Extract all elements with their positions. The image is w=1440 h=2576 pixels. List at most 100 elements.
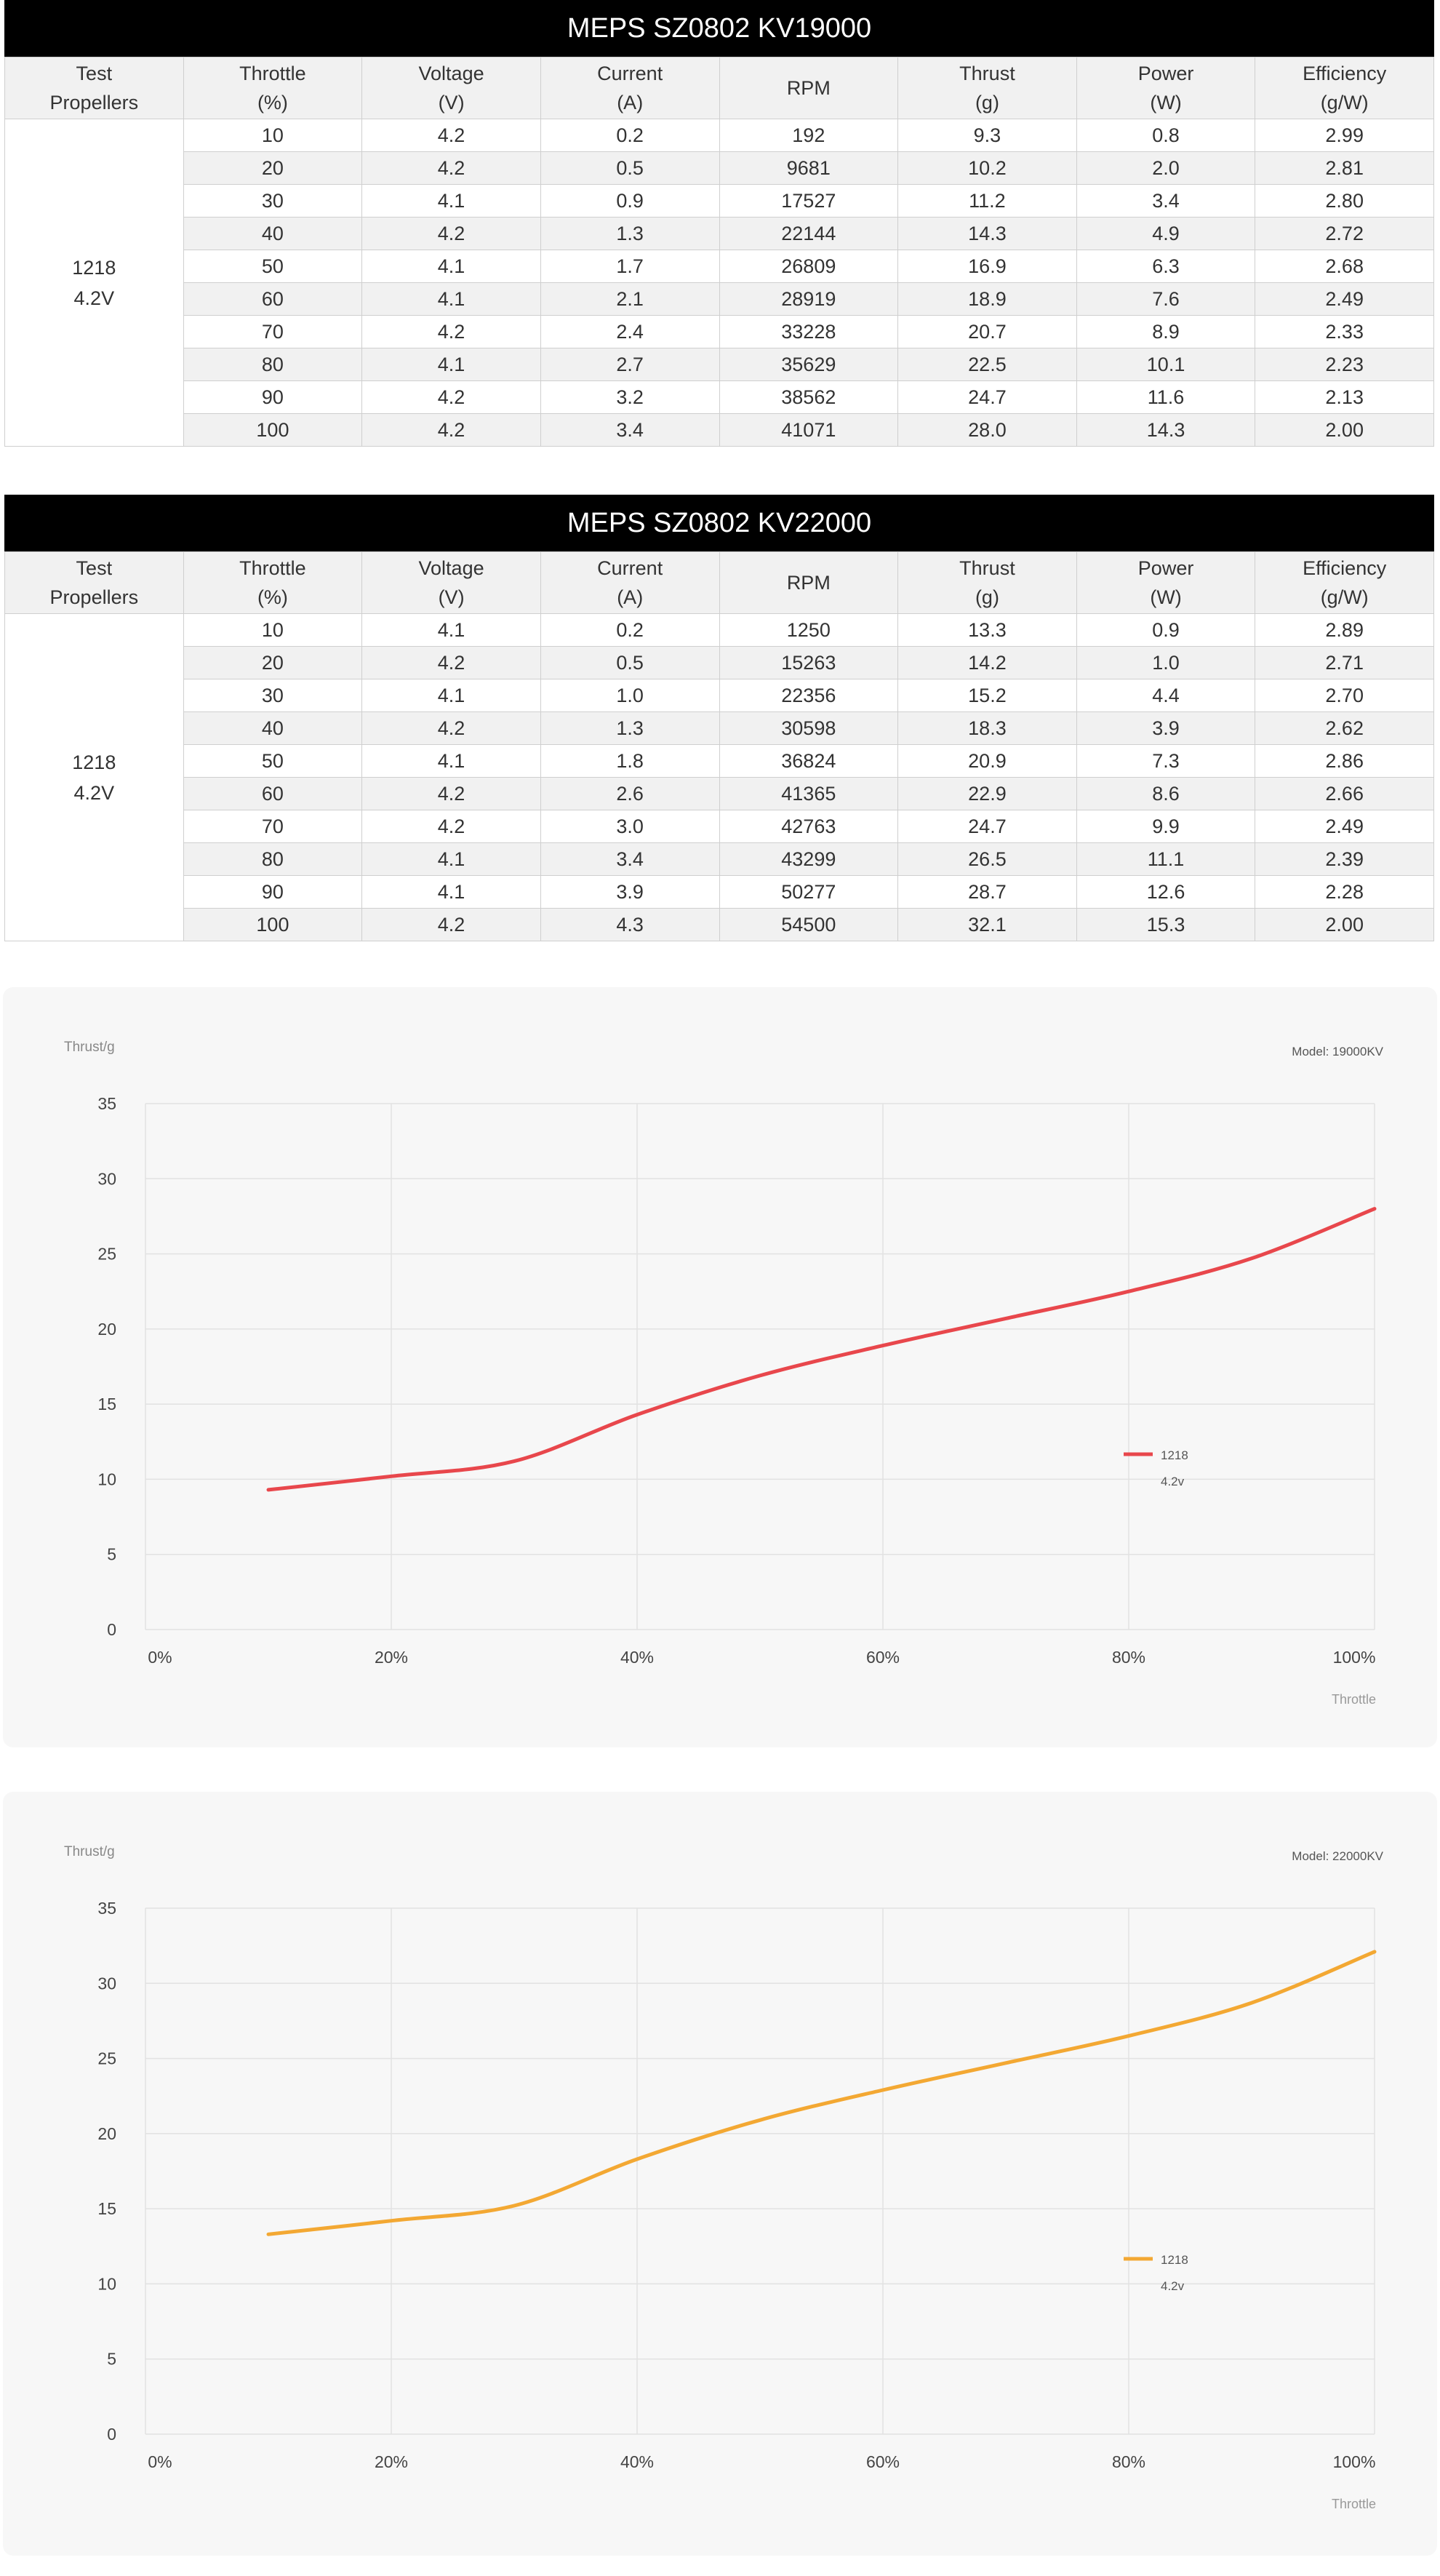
legend-label: 1218 bbox=[1161, 1448, 1188, 1462]
x-tick-label: 20% bbox=[375, 1648, 408, 1667]
table-cell: 3.4 bbox=[1076, 184, 1256, 218]
legend-label: 1218 bbox=[1161, 2253, 1188, 2267]
propeller-voltage: 4.2V bbox=[73, 287, 115, 309]
column-header: Voltage (V) bbox=[361, 57, 541, 119]
column-header: Current (A) bbox=[540, 57, 720, 119]
table-cell: 50 bbox=[183, 250, 363, 283]
table-cell: 4.1 bbox=[361, 348, 541, 381]
table-cell: 90 bbox=[183, 380, 363, 414]
table-cell: 30 bbox=[183, 679, 363, 712]
column-header-label: Throttle bbox=[239, 63, 306, 84]
propeller-cell: 1218 4.2V bbox=[4, 119, 184, 447]
column-header: Throttle (%) bbox=[183, 57, 363, 119]
table-row: 50 4.1 1.8 36824 20.9 7.3 2.86 bbox=[5, 744, 1434, 778]
table-cell: 4.1 bbox=[361, 744, 541, 778]
table-row: 60 4.1 2.1 28919 18.9 7.6 2.49 bbox=[5, 282, 1434, 316]
y-tick-label: 5 bbox=[107, 2350, 116, 2369]
column-header-label: Current bbox=[597, 557, 663, 579]
table-row: 20 4.2 0.5 15263 14.2 1.0 2.71 bbox=[5, 646, 1434, 679]
table-title: MEPS SZ0802 KV22000 bbox=[4, 495, 1434, 551]
table-cell: 15263 bbox=[719, 646, 899, 679]
table-cell: 3.0 bbox=[540, 810, 720, 843]
table-cell: 8.9 bbox=[1076, 315, 1256, 348]
thrust-chart-19000kv: 0 5 10 15 20 25 30 35 0% 20% 40% 60% 80% 100% Thrust/g… bbox=[3, 987, 1437, 1747]
table-cell: 4.9 bbox=[1076, 217, 1256, 250]
y-tick-label: 25 bbox=[97, 2049, 116, 2068]
table-cell: 3.4 bbox=[540, 842, 720, 876]
table-cell: 0.9 bbox=[540, 184, 720, 218]
table-cell: 22.5 bbox=[897, 348, 1077, 381]
table-cell: 12.6 bbox=[1076, 875, 1256, 909]
table-cell: 11.1 bbox=[1076, 842, 1256, 876]
table-cell: 3.9 bbox=[540, 875, 720, 909]
table-cell: 11.2 bbox=[897, 184, 1077, 218]
table-cell: 10 bbox=[183, 613, 363, 647]
table-row: 20 4.2 0.5 9681 10.2 2.0 2.81 bbox=[5, 151, 1434, 185]
column-header-unit: (g/W) bbox=[1320, 586, 1369, 608]
table-cell: 2.71 bbox=[1255, 646, 1434, 679]
column-header: Power (W) bbox=[1076, 551, 1256, 614]
table-cell: 2.49 bbox=[1255, 282, 1434, 316]
spec-table-kv19000: MEPS SZ0802 KV19000 Test Propellers Thrott… bbox=[4, 0, 1434, 447]
table-cell: 13.3 bbox=[897, 613, 1077, 647]
x-tick-label: 100% bbox=[1333, 1648, 1376, 1667]
column-header-unit: (A) bbox=[617, 92, 644, 113]
table-cell: 4.1 bbox=[361, 250, 541, 283]
column-header-unit: (V) bbox=[438, 92, 465, 113]
table-cell: 4.2 bbox=[361, 777, 541, 810]
table-cell: 6.3 bbox=[1076, 250, 1256, 283]
table-cell: 2.99 bbox=[1255, 119, 1434, 152]
table-cell: 33228 bbox=[719, 315, 899, 348]
table-cell: 32.1 bbox=[897, 908, 1077, 941]
column-header: Test Propellers bbox=[4, 57, 184, 119]
table-cell: 70 bbox=[183, 810, 363, 843]
table-cell: 2.23 bbox=[1255, 348, 1434, 381]
table-row: 1218 4.2V 10 4.2 0.2 192 9.3 0.8 2.99 bbox=[4, 119, 1434, 447]
x-axis-title: Throttle bbox=[1332, 1692, 1376, 1707]
table-cell: 15.3 bbox=[1076, 908, 1256, 941]
table-cell: 35629 bbox=[719, 348, 899, 381]
x-tick-label: 40% bbox=[620, 2452, 654, 2471]
column-header-unit: (g) bbox=[975, 92, 999, 113]
table-cell: 22144 bbox=[719, 217, 899, 250]
table-cell: 28919 bbox=[719, 282, 899, 316]
table-cell: 2.81 bbox=[1255, 151, 1434, 185]
table-cell: 14.3 bbox=[1076, 413, 1256, 447]
table-cell: 17527 bbox=[719, 184, 899, 218]
table-cell: 80 bbox=[183, 348, 363, 381]
table-cell: 90 bbox=[183, 875, 363, 909]
table-cell: 22356 bbox=[719, 679, 899, 712]
table-cell: 60 bbox=[183, 777, 363, 810]
table-cell: 2.89 bbox=[1255, 613, 1434, 647]
column-header-label: Efficiency bbox=[1303, 557, 1387, 579]
table-cell: 54500 bbox=[719, 908, 899, 941]
table-cell: 60 bbox=[183, 282, 363, 316]
y-tick-label: 15 bbox=[97, 2199, 116, 2218]
table-row: 90 4.2 3.2 38562 24.7 11.6 2.13 bbox=[5, 380, 1434, 414]
propeller-name: 1218 bbox=[72, 256, 116, 279]
table-cell: 2.68 bbox=[1255, 250, 1434, 283]
table-row: 60 4.2 2.6 41365 22.9 8.6 2.66 bbox=[5, 777, 1434, 810]
table-cell: 4.3 bbox=[540, 908, 720, 941]
x-tick-label: 80% bbox=[1112, 1648, 1145, 1667]
table-row: 70 4.2 3.0 42763 24.7 9.9 2.49 bbox=[5, 810, 1434, 843]
table-cell: 4.1 bbox=[361, 282, 541, 316]
table-cell: 40 bbox=[183, 711, 363, 745]
column-header: Voltage (V) bbox=[361, 551, 541, 614]
propeller-voltage: 4.2V bbox=[73, 781, 115, 804]
table-cell: 7.6 bbox=[1076, 282, 1256, 316]
table-cell: 2.28 bbox=[1255, 875, 1434, 909]
table-title: MEPS SZ0802 KV19000 bbox=[4, 0, 1434, 57]
table-cell: 4.2 bbox=[361, 711, 541, 745]
table-cell: 42763 bbox=[719, 810, 899, 843]
table-row: 80 4.1 2.7 35629 22.5 10.1 2.23 bbox=[5, 348, 1434, 381]
table-cell: 2.70 bbox=[1255, 679, 1434, 712]
table-cell: 2.72 bbox=[1255, 217, 1434, 250]
y-tick-label: 5 bbox=[107, 1545, 116, 1564]
table-cell: 4.2 bbox=[361, 413, 541, 447]
grid bbox=[145, 1103, 1375, 1630]
spec-table: Test Propellers Throttle (%) Voltage (V) Curre… bbox=[4, 57, 1434, 447]
table-cell: 18.9 bbox=[897, 282, 1077, 316]
column-header: RPM bbox=[719, 551, 899, 614]
chart-svg: 0 5 10 15 20 25 30 35 0% 20% 40% 60% 80% 100% Thrust/g… bbox=[64, 1844, 1384, 2511]
